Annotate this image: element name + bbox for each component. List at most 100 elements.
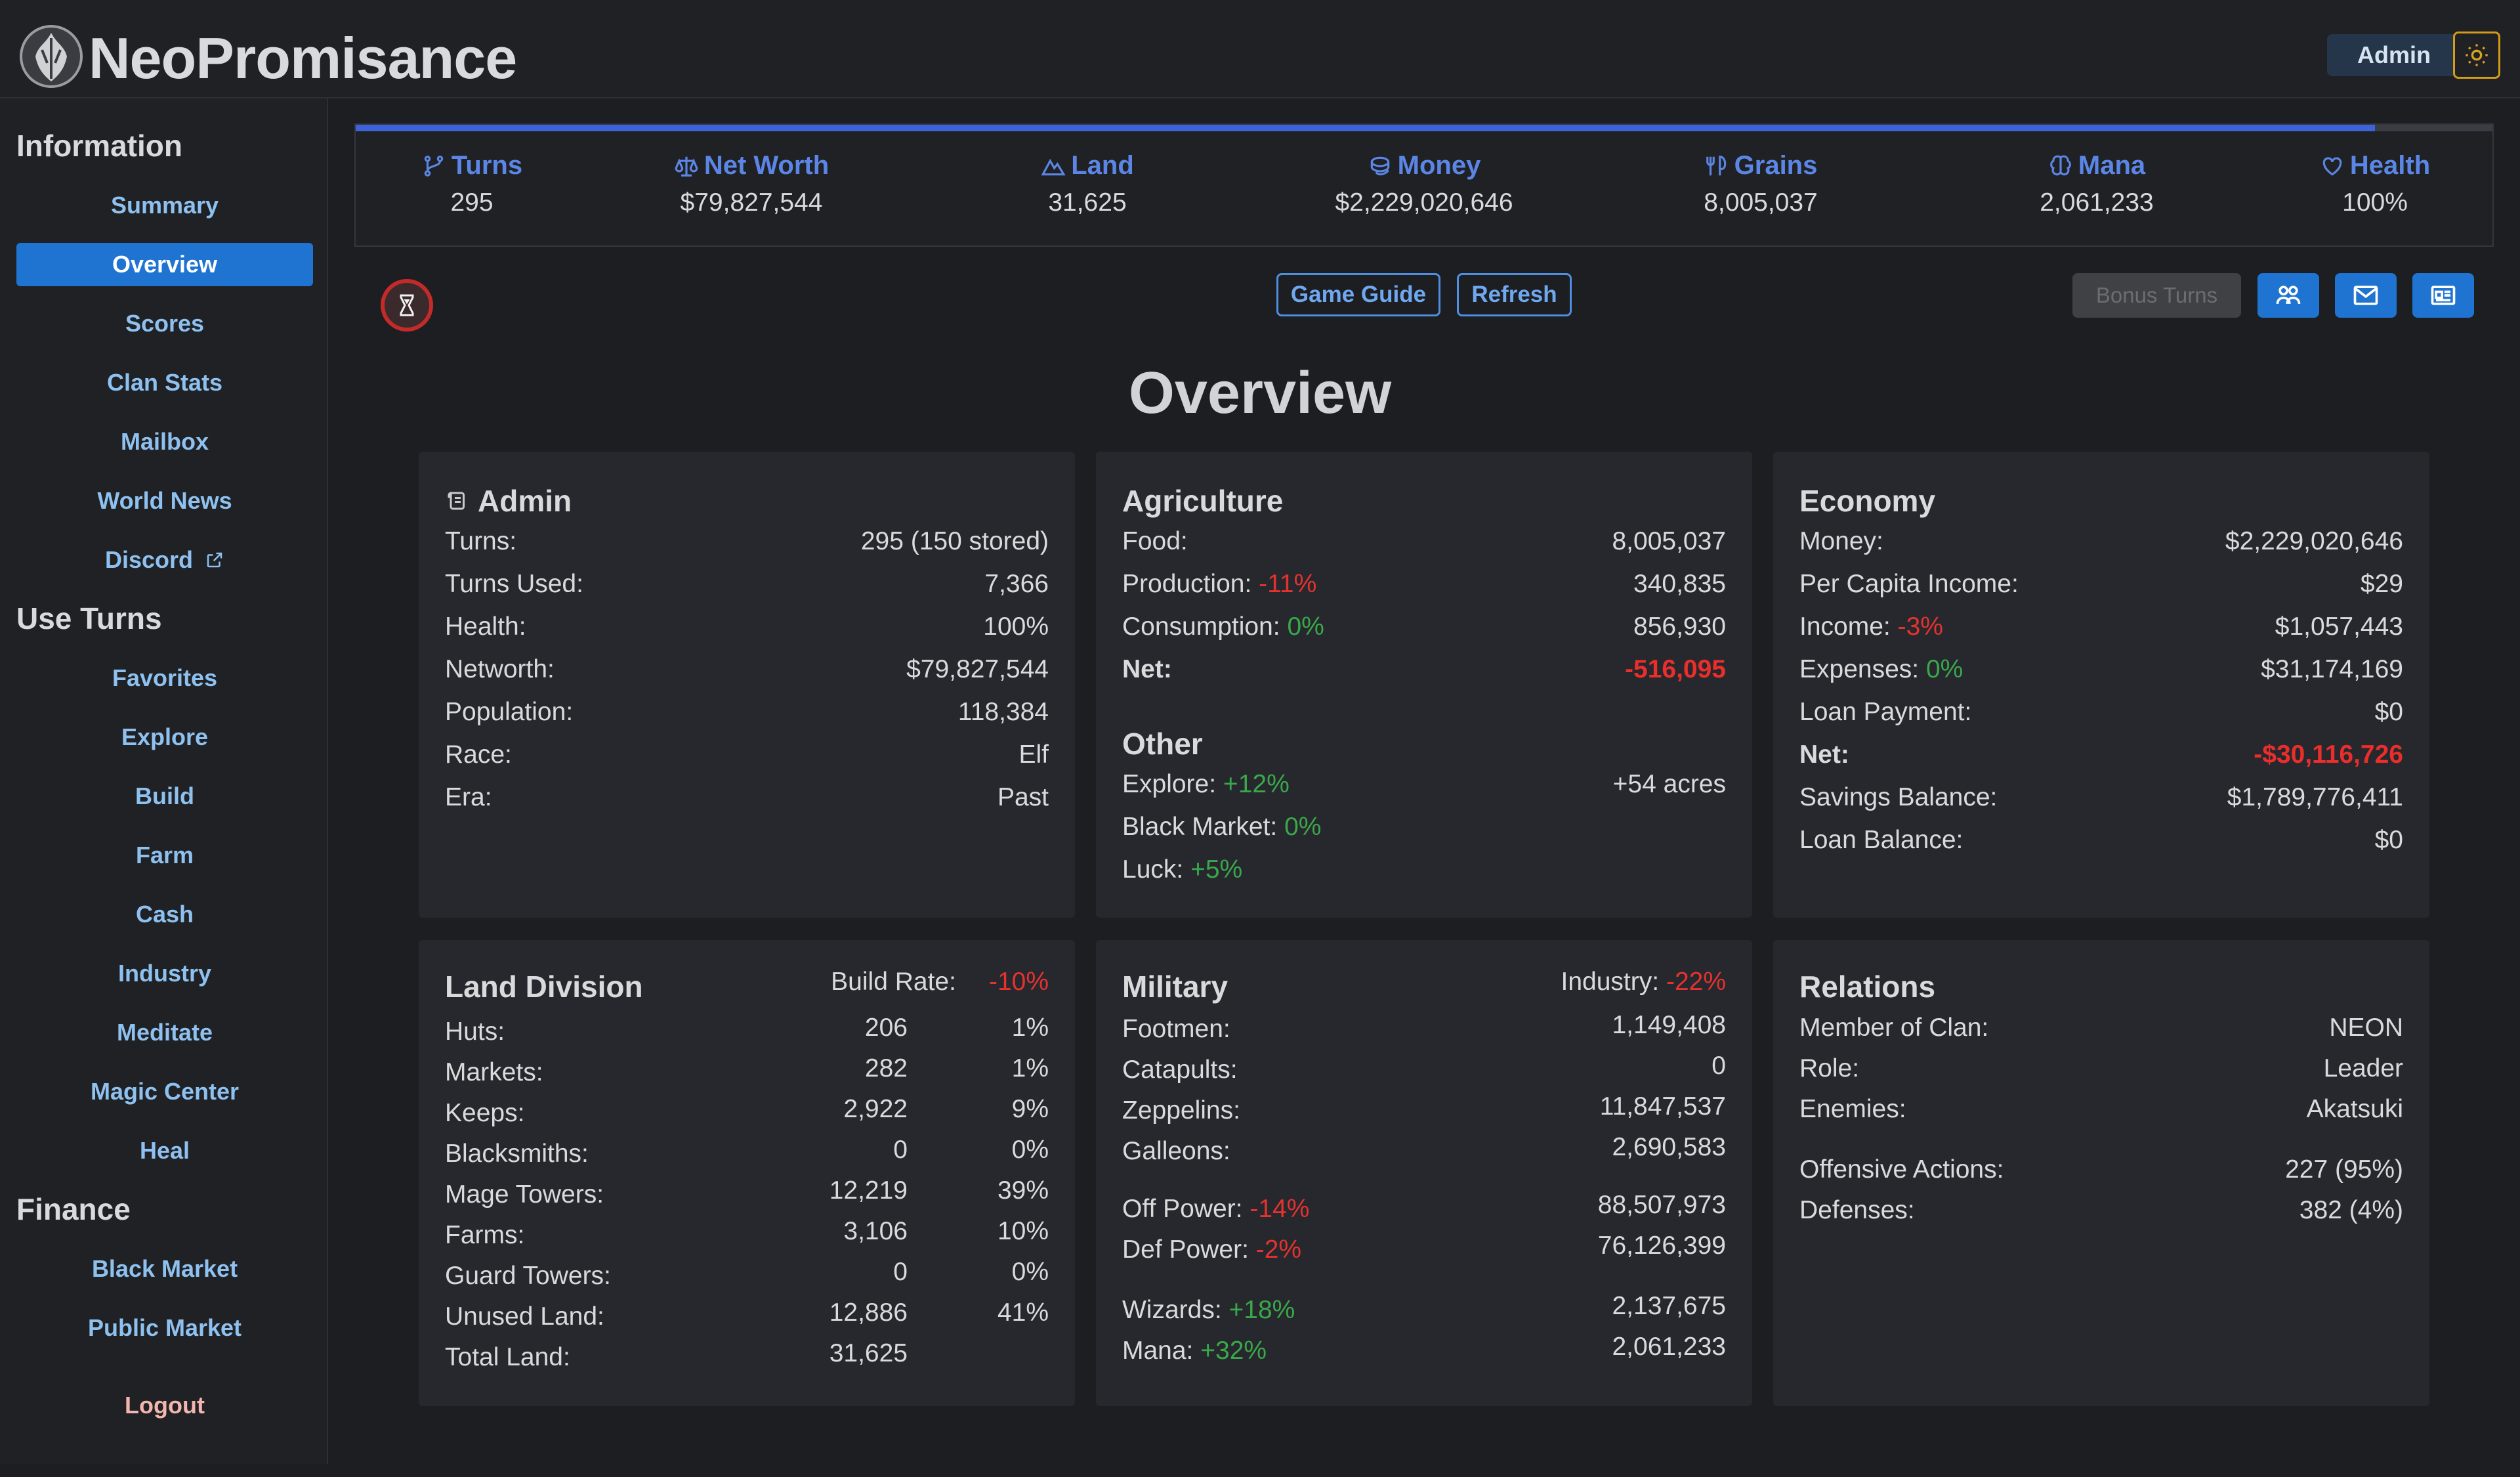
other-black-market-row: Black Market: 0% (1122, 813, 1322, 841)
stat-net-worth: Net Worth $79,827,544 (633, 151, 870, 217)
coins-icon (1370, 156, 1389, 175)
land-huts-row: Huts: 206 1% (445, 1014, 1049, 1046)
land-total-row: Total Land: 31,625 (445, 1339, 908, 1371)
sidebar-item-overview[interactable]: Overview (16, 243, 313, 286)
econ-expenses-row: Expenses: 0% $31,174,169 (1799, 655, 2403, 683)
sidebar-item-build[interactable]: Build (135, 782, 194, 809)
admin-badge[interactable]: Admin (2327, 34, 2461, 76)
bonus-turns-button[interactable]: Bonus Turns (2072, 273, 2241, 318)
stat-turns-label: Turns (451, 151, 523, 180)
admin-turns-used-row: Turns Used: 7,366 (445, 570, 1049, 598)
land-division-card: Land Division Build Rate: -10% Huts: 206 1%… (419, 940, 1075, 1406)
logout-button[interactable]: Logout (125, 1392, 205, 1419)
external-link-icon (207, 552, 222, 568)
stat-money-label: Money (1397, 151, 1481, 180)
economy-card-title: Economy (1799, 484, 1936, 518)
stat-health: Health 100% (2257, 151, 2493, 217)
rel-enemies-row: Enemies: Akatsuki (1799, 1095, 2403, 1123)
sidebar-item-industry[interactable]: Industry (117, 960, 211, 987)
mil-def-power-row: Def Power: -2% 76,126,399 (1122, 1231, 1726, 1264)
sidebar-item-scores[interactable]: Scores (125, 310, 205, 337)
admin-card-title: Admin (445, 483, 572, 519)
sidebar-item-heal[interactable]: Heal (139, 1137, 190, 1164)
econ-savings-row: Savings Balance: $1,789,776,411 (1799, 783, 2403, 811)
stat-land-value: 31,625 (1048, 188, 1127, 217)
sidebar-item-clan-stats[interactable]: Clan Stats (106, 369, 223, 396)
stat-health-value: 100% (2342, 188, 2408, 217)
scale-icon (675, 156, 698, 177)
clan-button[interactable] (2258, 273, 2319, 318)
stat-health-label: Health (2349, 151, 2431, 180)
stat-mana-value: 2,061,233 (2040, 188, 2154, 217)
land-card-title: Land Division (445, 970, 643, 1004)
theme-toggle-button[interactable] (2453, 32, 2500, 79)
sun-icon (2466, 44, 2488, 66)
sidebar-item-summary[interactable]: Summary (110, 192, 219, 219)
sidebar-item-black-market[interactable]: Black Market (91, 1255, 238, 1282)
sidebar-item-discord[interactable]: Discord (16, 538, 313, 582)
admin-health-row: Health: 100% (445, 612, 1049, 641)
land-farms-row: Farms: 3,106 10% (445, 1217, 1049, 1249)
mil-mana-row: Mana: +32% 2,061,233 (1122, 1333, 1726, 1365)
mountain-icon (1041, 158, 1066, 175)
turns-progress-fill (356, 125, 2375, 131)
land-mage-towers-row: Mage Towers: 12,219 39% (445, 1176, 1049, 1209)
other-luck-row: Luck: +5% (1122, 855, 1243, 884)
sidebar-item-favorites[interactable]: Favorites (112, 664, 218, 691)
stat-land: Land 31,625 (969, 151, 1206, 217)
sidebar-item-discord-label: Discord (104, 546, 194, 573)
land-blacksmiths-row: Blacksmiths: 0 0% (445, 1136, 1049, 1168)
econ-net-row: Net: -$30,116,726 (1799, 740, 2403, 769)
mil-wizards-row: Wizards: +18% 2,137,675 (1122, 1292, 1726, 1324)
hourglass-icon[interactable] (381, 279, 433, 332)
news-button[interactable] (2412, 273, 2474, 318)
stat-land-label: Land (1071, 151, 1134, 180)
stat-turns-value: 295 (450, 188, 494, 217)
land-markets-row: Markets: 282 1% (445, 1054, 1049, 1086)
sidebar-section-use-turns: Use Turns (16, 601, 162, 635)
sidebar-item-meditate[interactable]: Meditate (116, 1019, 213, 1046)
sidebar-item-farm[interactable]: Farm (135, 842, 194, 868)
turns-progress-bar (356, 125, 2492, 131)
stat-grains-value: 8,005,037 (1704, 188, 1818, 217)
game-guide-button[interactable]: Game Guide (1276, 273, 1440, 316)
mil-galleons-row: Galleons: 2,690,583 (1122, 1133, 1726, 1165)
land-unused-row: Unused Land: 12,886 41% (445, 1298, 1049, 1331)
agriculture-card-title: Agriculture (1122, 484, 1284, 518)
stat-money-value: $2,229,020,646 (1335, 188, 1513, 217)
econ-money-row: Money: $2,229,020,646 (1799, 527, 2403, 555)
relations-card: Relations Member of Clan: NEON Role: Leade… (1773, 940, 2429, 1406)
sidebar-item-explore[interactable]: Explore (121, 723, 209, 750)
sidebar: Information Summary Overview Scores Clan… (0, 98, 328, 1464)
game-logo-icon[interactable] (18, 24, 84, 89)
sidebar-section-finance: Finance (16, 1192, 131, 1226)
id-card-icon (2431, 286, 2456, 305)
mail-button[interactable] (2335, 273, 2397, 318)
admin-population-row: Population: 118,384 (445, 698, 1049, 726)
agri-net-row: Net: -516,095 (1122, 655, 1726, 683)
land-guard-towers-row: Guard Towers: 0 0% (445, 1258, 1049, 1290)
refresh-button[interactable]: Refresh (1457, 273, 1572, 316)
stat-grains-label: Grains (1734, 151, 1818, 180)
app-title[interactable]: NeoPromisance (89, 26, 517, 91)
top-header: NeoPromisance Admin (0, 0, 2520, 98)
military-card-title: Military (1122, 970, 1228, 1004)
stat-money: Money $2,229,020,646 (1306, 151, 1542, 217)
econ-loan-balance-row: Loan Balance: $0 (1799, 826, 2403, 854)
sidebar-item-world-news[interactable]: World News (97, 487, 232, 514)
stats-bar: Turns 295 Net Worth $79,827,544 Land 31,… (354, 123, 2494, 247)
agri-production-row: Production: -11% 340,835 (1122, 570, 1726, 598)
mil-footmen-row: Footmen: 1,149,408 (1122, 1011, 1726, 1043)
stat-net-worth-value: $79,827,544 (680, 188, 823, 217)
econ-per-capita-row: Per Capita Income: $29 (1799, 570, 2403, 598)
other-explore-row: Explore: +12% +54 acres (1122, 770, 1726, 798)
relations-card-title: Relations (1799, 970, 1936, 1004)
sidebar-item-public-market[interactable]: Public Market (87, 1314, 242, 1341)
sidebar-item-mailbox[interactable]: Mailbox (120, 428, 209, 455)
scroll-icon (448, 492, 465, 510)
sidebar-item-magic-center[interactable]: Magic Center (90, 1078, 240, 1105)
sidebar-item-cash[interactable]: Cash (135, 901, 194, 928)
admin-turns-row: Turns: 295 (150 stored) (445, 527, 1049, 555)
other-section-title: Other (1122, 727, 1203, 761)
land-keeps-row: Keeps: 2,922 9% (445, 1095, 1049, 1127)
